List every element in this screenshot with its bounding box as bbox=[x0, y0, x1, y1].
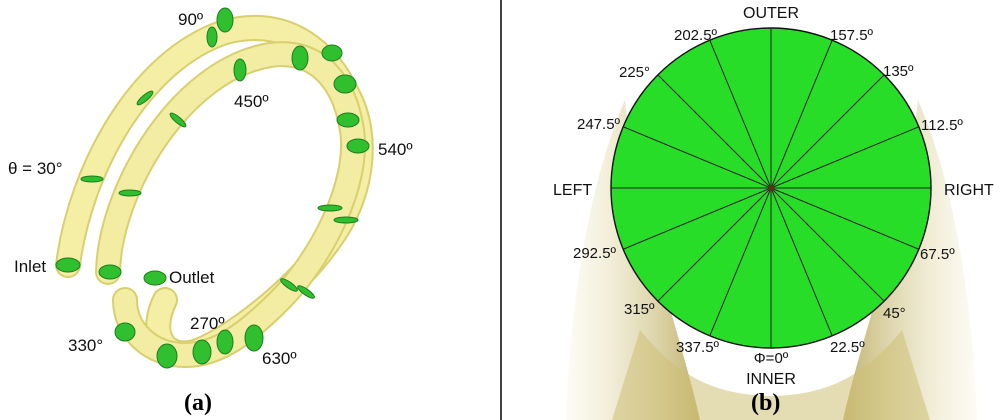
label-315: 315º bbox=[624, 301, 655, 318]
label-270: 270º bbox=[190, 314, 225, 333]
panel-b-section: OUTER INNER LEFT RIGHT Φ=0º 22.5º 45° 67… bbox=[553, 5, 994, 420]
label-292-5: 292.5º bbox=[573, 245, 617, 262]
spoke bbox=[622, 187, 772, 250]
section-540b bbox=[346, 138, 370, 154]
spoke bbox=[709, 39, 772, 189]
label-90: 90º bbox=[178, 10, 203, 29]
label-left: LEFT bbox=[553, 182, 592, 199]
section-top-r1 bbox=[321, 44, 343, 62]
label-theta30: θ = 30° bbox=[8, 159, 63, 178]
spoke bbox=[709, 187, 772, 337]
section-right-3 bbox=[280, 278, 298, 292]
section-90b bbox=[206, 26, 218, 48]
section-450b bbox=[291, 45, 309, 71]
section-left-1 bbox=[80, 175, 104, 183]
section-left-3 bbox=[136, 90, 154, 106]
section-left-4 bbox=[169, 112, 187, 128]
section-left-2 bbox=[118, 189, 142, 197]
section-bottom2 bbox=[192, 339, 212, 365]
section-top-r2 bbox=[333, 74, 357, 94]
label-450: 450º bbox=[234, 92, 269, 111]
label-540: 540º bbox=[378, 140, 413, 159]
section-90 bbox=[216, 7, 234, 33]
panel-a-helix: 90º 450º 540º θ = 30° Inlet Outlet 270º … bbox=[8, 7, 413, 416]
section-450 bbox=[233, 58, 247, 82]
cross-sections bbox=[55, 7, 370, 369]
label-outer: OUTER bbox=[743, 5, 799, 22]
label-outlet: Outlet bbox=[169, 268, 215, 287]
label-330: 330° bbox=[68, 336, 103, 355]
section-270 bbox=[216, 329, 234, 355]
label-157-5: 157.5º bbox=[830, 27, 874, 44]
label-202-5: 202.5º bbox=[674, 27, 718, 44]
spoke bbox=[770, 74, 885, 189]
label-inlet: Inlet bbox=[14, 257, 46, 276]
tube-body bbox=[55, 15, 374, 369]
spoke bbox=[770, 126, 920, 189]
spoke bbox=[657, 74, 772, 189]
section-630 bbox=[244, 324, 264, 352]
section-right-1 bbox=[317, 204, 343, 212]
spoke bbox=[770, 187, 920, 250]
spoke bbox=[770, 187, 885, 302]
label-67-5: 67.5º bbox=[920, 246, 955, 263]
label-112-5: 112.5º bbox=[921, 117, 963, 134]
section-bottom1 bbox=[156, 343, 178, 369]
caption-b: (b) bbox=[751, 390, 780, 416]
section-outlet bbox=[143, 270, 167, 286]
spoke bbox=[622, 126, 772, 189]
section-inlet-2 bbox=[98, 264, 122, 280]
label-337-5: 337.5º bbox=[676, 339, 720, 356]
section-540a bbox=[336, 112, 360, 128]
tube-bottom bbox=[612, 330, 930, 420]
label-247-5: 247.5º bbox=[577, 116, 621, 133]
disc-center bbox=[768, 185, 774, 191]
section-right-4 bbox=[297, 285, 315, 299]
label-135: 135º bbox=[883, 63, 914, 80]
spoke bbox=[657, 187, 772, 302]
section-inlet bbox=[55, 257, 81, 273]
label-225: 225° bbox=[619, 64, 650, 81]
label-phi0: Φ=0º bbox=[754, 350, 789, 367]
spoke bbox=[770, 187, 833, 337]
label-630: 630º bbox=[262, 349, 297, 368]
section-330 bbox=[114, 322, 136, 342]
section-spokes bbox=[611, 28, 931, 348]
label-inner: INNER bbox=[746, 371, 796, 388]
label-right: RIGHT bbox=[944, 182, 994, 199]
label-22-5: 22.5º bbox=[830, 339, 865, 356]
caption-a: (a) bbox=[184, 390, 212, 416]
section-right-2 bbox=[333, 216, 359, 224]
label-45: 45° bbox=[883, 305, 906, 322]
spoke bbox=[770, 39, 833, 189]
